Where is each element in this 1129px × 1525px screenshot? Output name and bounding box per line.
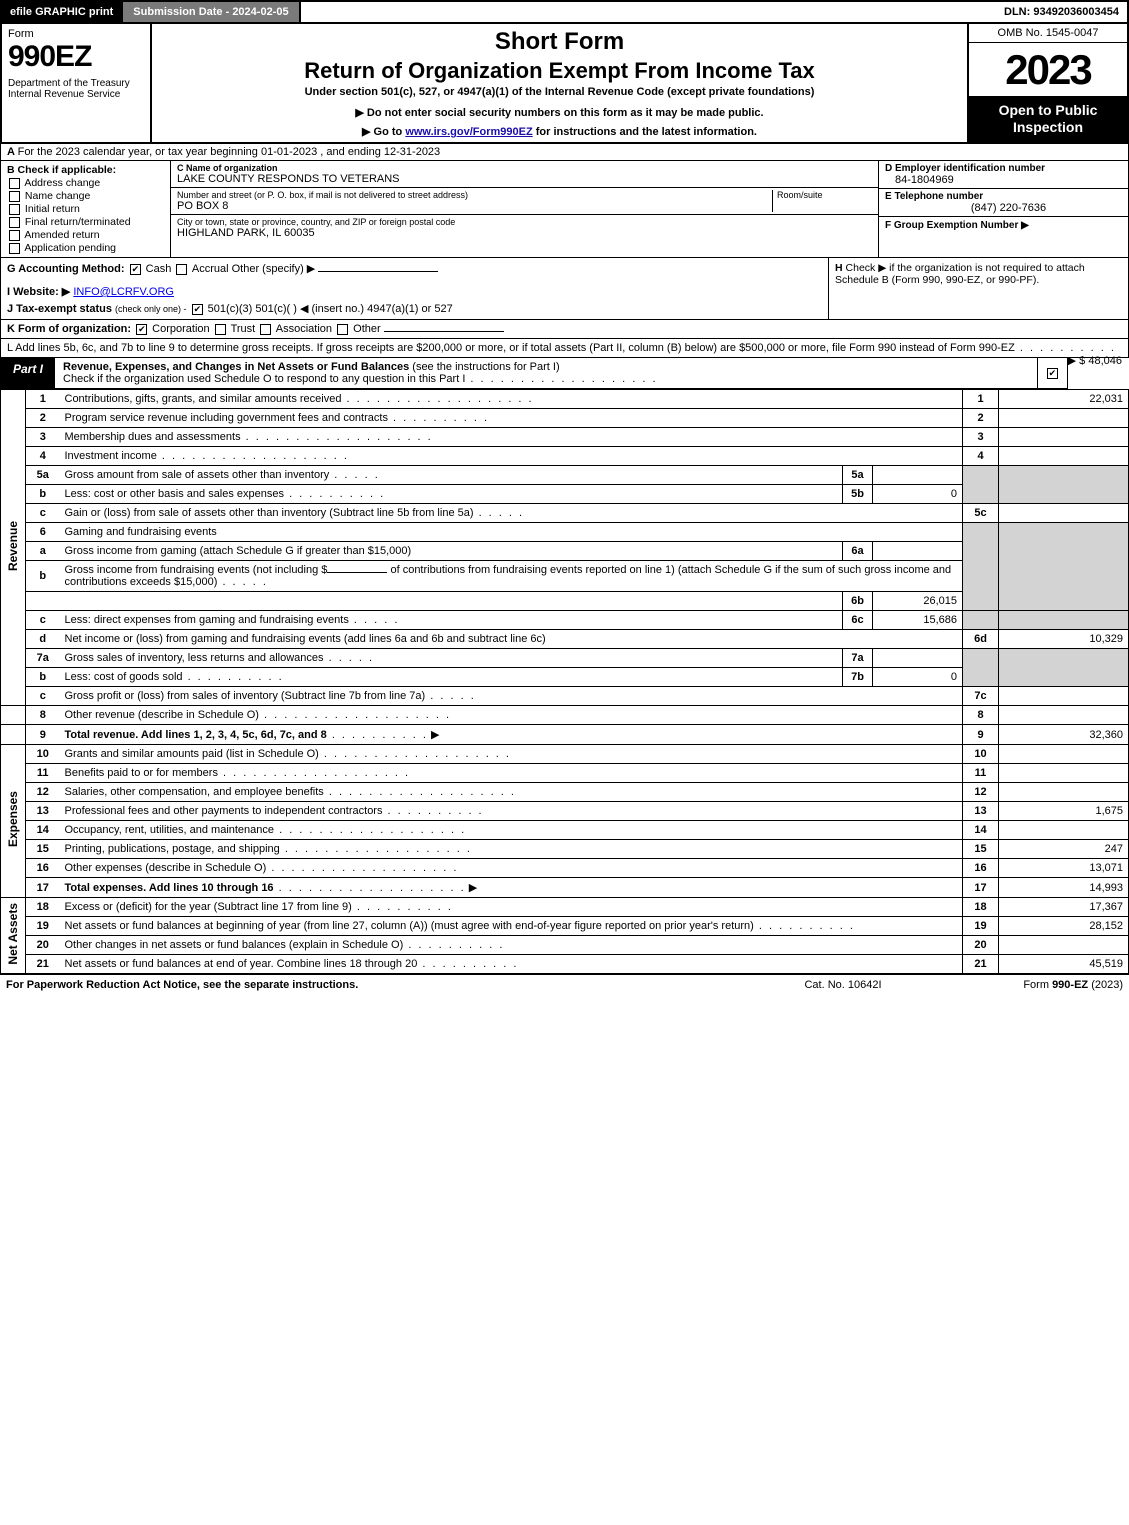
chk-application-pending[interactable]: Application pending — [7, 242, 164, 254]
chk-address-change[interactable]: Address change — [7, 177, 164, 189]
section-c-city: City or town, state or province, country… — [171, 215, 878, 241]
chk-cash[interactable] — [130, 264, 141, 275]
under-section: Under section 501(c), 527, or 4947(a)(1)… — [162, 86, 957, 98]
submission-date: Submission Date - 2024-02-05 — [121, 2, 300, 22]
section-h: H Check ▶ if the organization is not req… — [828, 258, 1128, 319]
open-inspection: Open to Public Inspection — [969, 96, 1127, 142]
chk-schedule-o[interactable] — [1047, 368, 1058, 379]
chk-501c3[interactable] — [192, 304, 203, 315]
section-gh: G Accounting Method: Cash Accrual Other … — [0, 258, 1129, 320]
chk-name-change[interactable]: Name change — [7, 190, 164, 202]
ssn-warning: ▶ Do not enter social security numbers o… — [162, 106, 957, 119]
chk-other[interactable] — [337, 324, 348, 335]
lines-table: Revenue 1Contributions, gifts, grants, a… — [0, 389, 1129, 974]
chk-association[interactable] — [260, 324, 271, 335]
expenses-label: Expenses — [6, 791, 20, 847]
chk-initial-return[interactable]: Initial return — [7, 203, 164, 215]
omb-number: OMB No. 1545-0047 — [969, 24, 1127, 43]
section-c-street: Number and street (or P. O. box, if mail… — [171, 188, 878, 215]
revenue-label: Revenue — [6, 521, 20, 571]
section-g: G Accounting Method: Cash Accrual Other … — [7, 262, 822, 275]
chk-trust[interactable] — [215, 324, 226, 335]
goto-instructions: ▶ Go to www.irs.gov/Form990EZ for instru… — [162, 125, 957, 138]
part-i-header: Part I Revenue, Expenses, and Changes in… — [0, 358, 1068, 389]
section-k: K Form of organization: Corporation Trus… — [0, 320, 1129, 339]
department: Department of the Treasury Internal Reve… — [8, 78, 144, 100]
irs-link[interactable]: www.irs.gov/Form990EZ — [405, 126, 532, 138]
section-c-name: C Name of organizationLAKE COUNTY RESPON… — [171, 161, 878, 188]
efile-label[interactable]: efile GRAPHIC print — [2, 2, 121, 22]
section-i: I Website: ▶ INFO@LCRFV.ORG — [7, 285, 822, 298]
section-b: B Check if applicable: Address change Na… — [1, 161, 171, 257]
website-link[interactable]: INFO@LCRFV.ORG — [73, 286, 174, 298]
section-a: A For the 2023 calendar year, or tax yea… — [0, 144, 1129, 161]
page-footer: For Paperwork Reduction Act Notice, see … — [0, 974, 1129, 995]
form-number: 990EZ — [8, 40, 144, 74]
chk-corporation[interactable] — [136, 324, 147, 335]
section-f: F Group Exemption Number ▶ — [879, 217, 1128, 233]
short-form-title: Short Form — [162, 28, 957, 56]
chk-final-return[interactable]: Final return/terminated — [7, 216, 164, 228]
section-d: D Employer identification number84-18049… — [879, 161, 1128, 189]
form-label: Form — [8, 28, 144, 40]
section-e: E Telephone number(847) 220-7636 — [879, 189, 1128, 217]
chk-amended-return[interactable]: Amended return — [7, 229, 164, 241]
section-l: L Add lines 5b, 6c, and 7b to line 9 to … — [0, 339, 1129, 358]
form-header: Form 990EZ Department of the Treasury In… — [0, 24, 1129, 144]
tax-year: 2023 — [969, 43, 1127, 96]
net-assets-label: Net Assets — [6, 903, 20, 965]
section-j: J Tax-exempt status (check only one) - 5… — [7, 302, 822, 315]
top-bar: efile GRAPHIC print Submission Date - 20… — [0, 0, 1129, 24]
return-title: Return of Organization Exempt From Incom… — [162, 58, 957, 84]
section-bcdef: B Check if applicable: Address change Na… — [0, 161, 1129, 258]
dln: DLN: 93492036003454 — [996, 2, 1127, 22]
chk-accrual[interactable] — [176, 264, 187, 275]
